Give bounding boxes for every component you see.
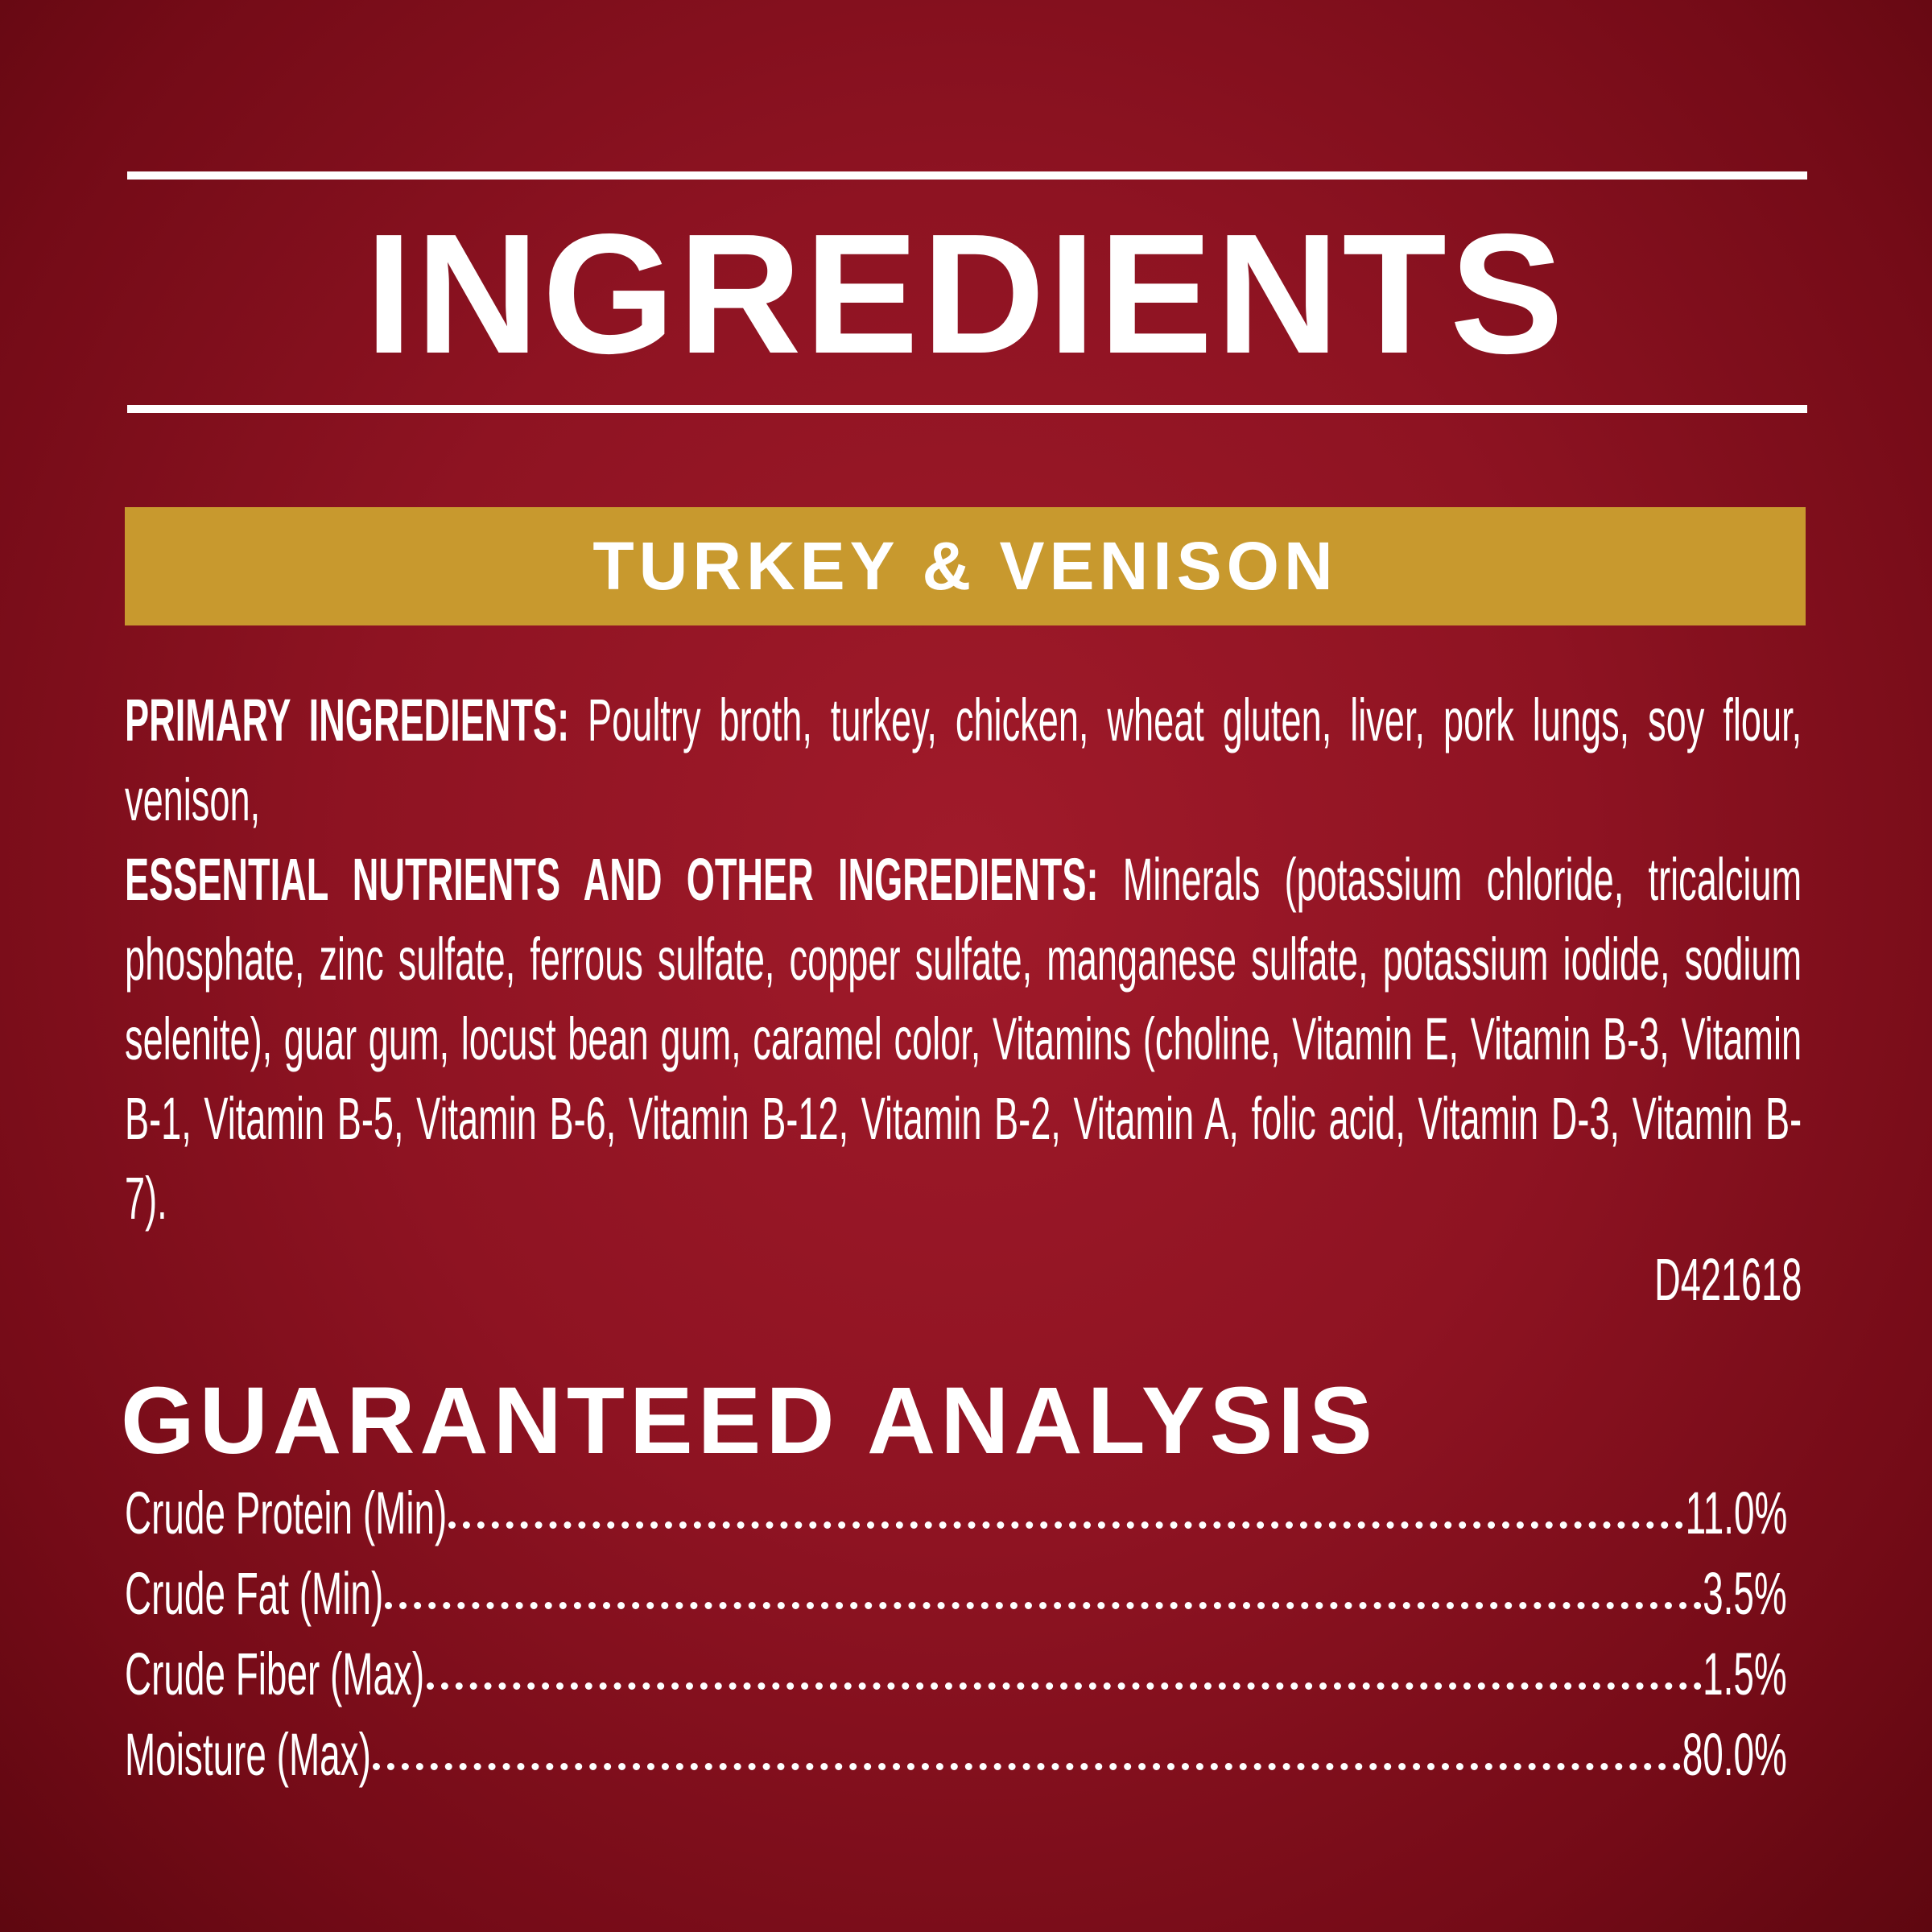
- dot-leader: [373, 1763, 1682, 1770]
- analysis-row: Crude Protein (Min) 11.0%: [125, 1473, 1787, 1554]
- analysis-value: 11.0%: [1685, 1480, 1787, 1546]
- essential-nutrients-label: ESSENTIAL NUTRIENTS AND OTHER INGREDIENT…: [125, 846, 1099, 913]
- variety-name: TURKEY & VENISON: [592, 528, 1338, 604]
- analysis-label: Crude Fiber (Max): [125, 1641, 425, 1707]
- dot-leader: [385, 1602, 1702, 1609]
- analysis-label: Crude Fat (Min): [125, 1560, 384, 1627]
- analysis-label: Crude Protein (Min): [125, 1480, 448, 1546]
- analysis-row: Moisture (Max) 80.0%: [125, 1715, 1787, 1795]
- guaranteed-analysis-title: GUARANTEED ANALYSIS: [121, 1368, 1377, 1474]
- ingredients-list: PRIMARY INGREDIENTS: Poultry broth, turk…: [125, 680, 1802, 1238]
- analysis-value: 1.5%: [1703, 1641, 1787, 1707]
- top-divider: [127, 171, 1807, 180]
- variety-banner: TURKEY & VENISON: [125, 507, 1806, 625]
- primary-ingredients-label: PRIMARY INGREDIENTS:: [125, 687, 570, 753]
- page-title: INGREDIENTS: [365, 198, 1567, 389]
- analysis-value: 80.0%: [1682, 1721, 1787, 1788]
- analysis-table: Crude Protein (Min) 11.0% Crude Fat (Min)…: [125, 1473, 1787, 1795]
- product-code: D421618: [1653, 1246, 1802, 1313]
- essential-nutrients-text: Minerals (potassium chloride, tricalcium…: [125, 846, 1802, 1232]
- dot-leader: [448, 1521, 1683, 1529]
- dot-leader: [426, 1682, 1702, 1690]
- analysis-row: Crude Fiber (Max) 1.5%: [125, 1634, 1787, 1715]
- analysis-label: Moisture (Max): [125, 1721, 371, 1788]
- analysis-row: Crude Fat (Min) 3.5%: [125, 1554, 1787, 1634]
- primary-ingredients-text: Poultry broth, turkey, chicken, wheat gl…: [125, 687, 1802, 833]
- analysis-value: 3.5%: [1703, 1560, 1787, 1627]
- bottom-divider: [127, 405, 1807, 413]
